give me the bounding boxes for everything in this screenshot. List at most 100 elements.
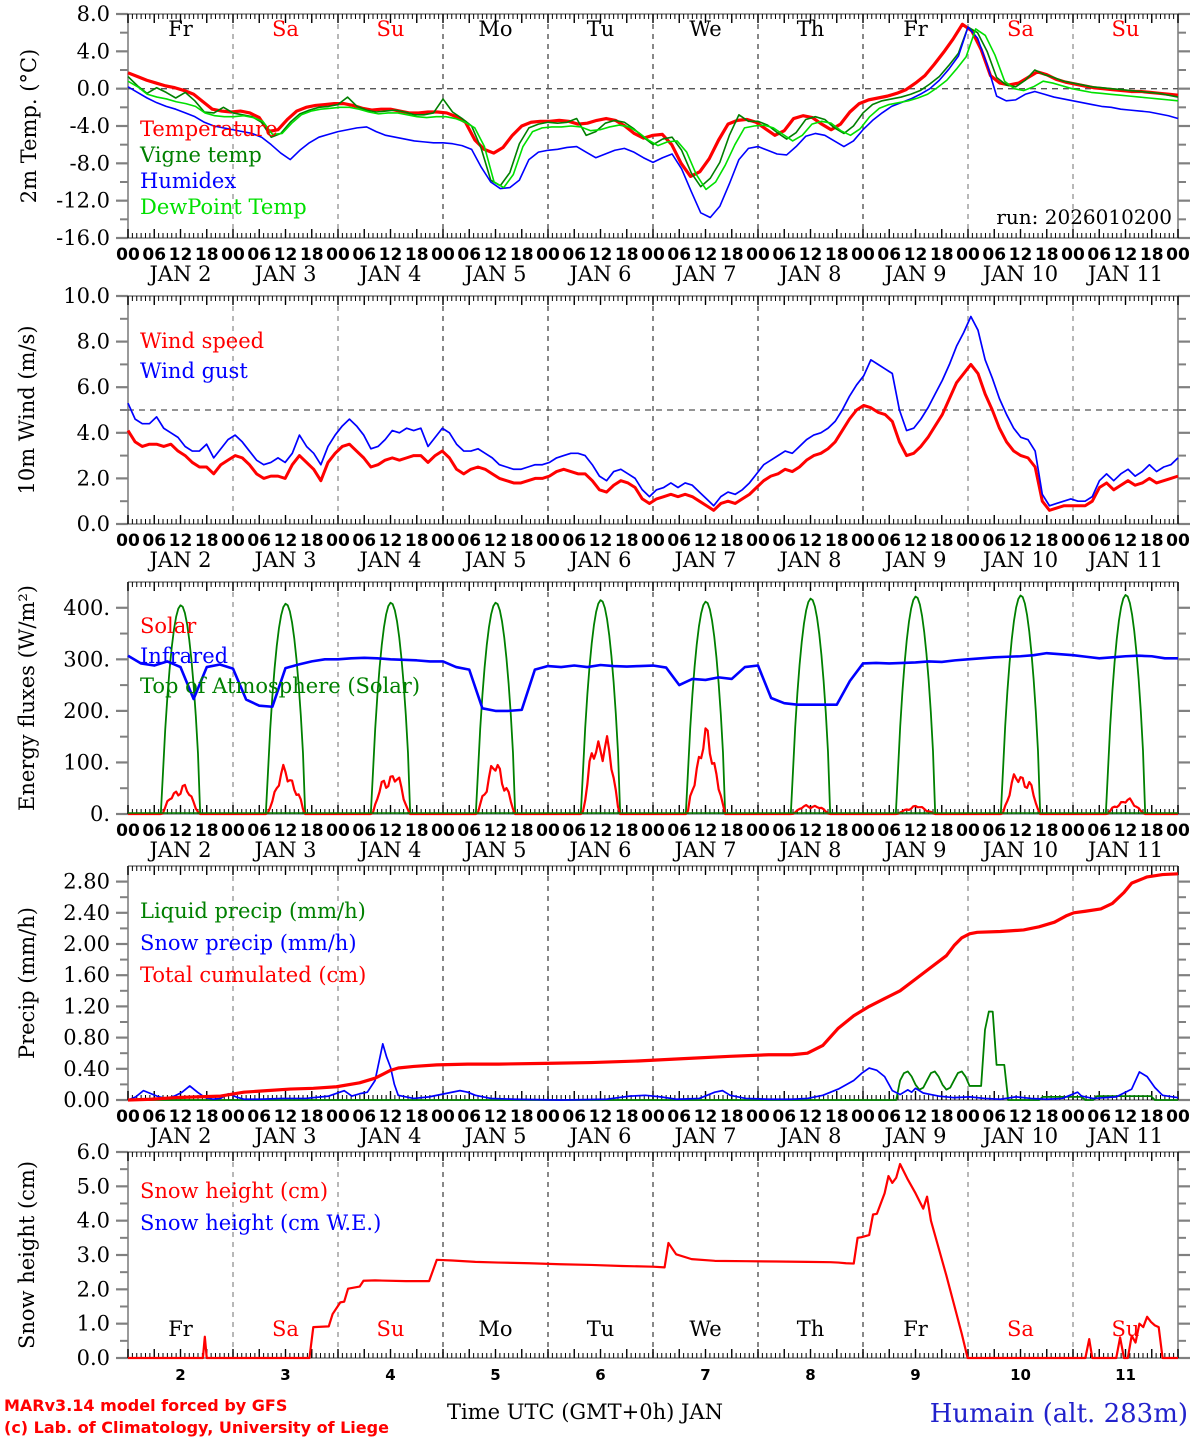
hour-tick-label: 18 [825,1107,849,1127]
hour-tick-label: 06 [877,531,901,551]
y-tick-label: -4.0 [70,114,111,138]
hour-tick-label: 00 [536,1107,560,1127]
weekday-label-bottom: Th [797,1317,825,1341]
weekday-label: Fr [168,17,194,41]
hour-tick-label: 18 [615,821,639,841]
hour-tick-label: 18 [1140,821,1164,841]
y-tick-label: -16.0 [56,226,110,250]
hour-tick-label: 12 [694,821,718,841]
hour-tick-label: 06 [142,245,166,265]
hour-tick-label: 06 [982,531,1006,551]
day-label: JAN 11 [1086,1124,1163,1148]
panel-precip: 2.80 2.40 2.00 1.60 1.20 0.80 0.40 0.00 Precip (… [15,865,1190,1148]
hour-tick-label: 18 [510,531,534,551]
hour-tick-label: 12 [694,531,718,551]
hour-tick-label: 06 [247,245,271,265]
hour-tick-label: 18 [930,531,954,551]
day-label: JAN 10 [981,548,1058,572]
legend-item-1: Snow precip (mm/h) [140,931,357,955]
hour-tick-label: 18 [300,1107,324,1127]
day-number-label: 2 [175,1366,185,1384]
hour-tick-label: 18 [195,1107,219,1127]
day-label: JAN 11 [1086,548,1163,572]
hour-tick-label: 12 [484,245,508,265]
hour-tick-label: 00 [536,531,560,551]
day-number-label: 7 [700,1366,710,1384]
hour-tick-label: 18 [405,531,429,551]
hour-tick-label: 12 [169,245,193,265]
snow-height-legend: Snow height (cm) Snow height (cm W.E.) [140,1179,381,1235]
hour-tick-label: 06 [1087,821,1111,841]
hour-tick-label: 12 [169,1107,193,1127]
hour-tick-label: 12 [484,821,508,841]
hour-tick-label: 18 [720,1107,744,1127]
day-label: JAN 2 [148,1124,212,1148]
hour-tick-label: 12 [274,821,298,841]
hour-tick-label: 00 [851,821,875,841]
hour-tick-label: 00 [116,531,140,551]
hour-tick-label: 06 [562,245,586,265]
hour-tick-label: 18 [405,245,429,265]
hour-tick-label: 12 [274,1107,298,1127]
day-label: JAN 2 [148,548,212,572]
hour-tick-label: 00 [956,531,980,551]
series-line-vigne-temp [127,26,1179,188]
y-tick-label: 100. [63,750,110,774]
hour-tick-label: 18 [615,1107,639,1127]
y-tick-label: 2.00 [63,932,110,956]
hour-tick-label: 06 [247,821,271,841]
hour-tick-label: 00 [1166,1107,1190,1127]
legend-item-1: Wind gust [140,359,248,383]
hour-tick-label: 12 [169,821,193,841]
hour-tick-label: 18 [510,821,534,841]
legend-item-1: Snow height (cm W.E.) [140,1211,381,1235]
hour-tick-label: 12 [379,821,403,841]
y-tick-label: 2.40 [63,901,110,925]
hour-tick-label: 18 [300,531,324,551]
day-label: JAN 6 [568,838,632,862]
series-line-snow-precip [127,1042,1179,1101]
weekday-label-bottom: Tu [587,1317,615,1341]
y-tick-label: 0.00 [63,1088,110,1112]
weekday-label: We [689,17,721,41]
legend-item-0: Liquid precip (mm/h) [140,899,366,923]
weekday-label-bottom: Fr [903,1317,929,1341]
hour-tick-label: 18 [300,821,324,841]
day-label: JAN 8 [778,262,842,286]
day-label: JAN 10 [981,1124,1058,1148]
weekday-label: Fr [903,17,929,41]
day-label: JAN 4 [358,548,422,572]
hour-tick-label: 06 [877,1107,901,1127]
hour-tick-label: 06 [982,821,1006,841]
hour-tick-label: 18 [615,245,639,265]
hour-tick-label: 00 [1061,1107,1085,1127]
hour-tick-label: 00 [851,531,875,551]
hour-tick-label: 06 [1087,531,1111,551]
hour-tick-label: 12 [589,1107,613,1127]
hour-tick-label: 06 [772,821,796,841]
y-tick-label: 0.0 [77,1346,110,1370]
day-label: JAN 8 [778,548,842,572]
hour-tick-label: 00 [1166,821,1190,841]
run-label: run: 2026010200 [996,205,1172,229]
legend-item-2: Humidex [140,169,236,193]
day-label: JAN 6 [568,1124,632,1148]
hour-tick-label: 00 [431,1107,455,1127]
day-label: JAN 6 [568,262,632,286]
y-tick-label: 1.0 [77,1312,110,1336]
hour-tick-label: 00 [641,531,665,551]
day-label: JAN 3 [253,1124,317,1148]
y-tick-label: 4.0 [77,1209,110,1233]
hour-tick-label: 00 [326,1107,350,1127]
hour-tick-label: 00 [221,821,245,841]
hour-tick-label: 12 [589,245,613,265]
y-tick-label: 0.0 [77,512,110,536]
day-label: JAN 2 [148,262,212,286]
hour-tick-label: 00 [746,531,770,551]
hour-tick-label: 00 [116,245,140,265]
hour-tick-label: 18 [510,245,534,265]
y-tick-label: -8.0 [70,151,111,175]
hour-tick-label: 12 [379,531,403,551]
legend-item-1: Vigne temp [139,143,262,167]
hour-tick-label: 12 [799,245,823,265]
